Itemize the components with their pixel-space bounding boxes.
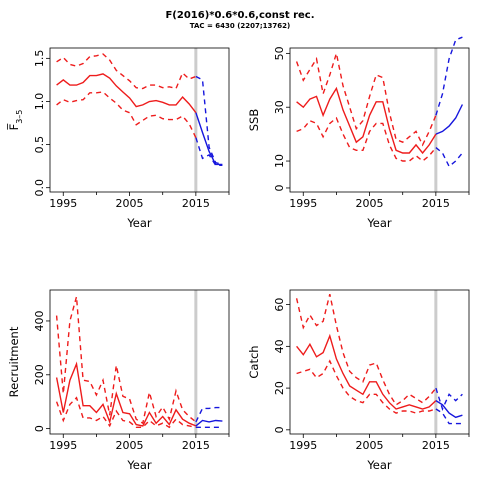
y-tick-label: 10 (273, 154, 286, 168)
y-tick-label: 30 (273, 100, 286, 114)
y-tick-label: 20 (273, 381, 286, 395)
y-tick-label: 0 (273, 184, 286, 191)
x-axis-title: Year (366, 458, 392, 472)
y-tick-label: 0.0 (33, 179, 46, 197)
recruitment-panel: 1995 2005 2015 0 200 400 Year Recruitment (7, 289, 230, 472)
x-axis-title: Year (366, 216, 392, 230)
x-axis-title: Year (126, 216, 152, 230)
forecast-upper-line (195, 75, 223, 166)
forecast-median-line (435, 400, 463, 419)
x-tick-label: 2005 (116, 439, 144, 452)
x-tick-label: 2015 (422, 439, 450, 452)
y-tick-label: 1.5 (33, 50, 46, 68)
y-tick-label: 400 (33, 310, 46, 331)
y-tick-label: 0 (273, 426, 286, 433)
x-tick-label: 1995 (49, 439, 77, 452)
historic-upper-line (56, 53, 197, 90)
y-tick-label: 1.0 (33, 93, 46, 111)
forecast-upper-line (435, 36, 463, 116)
figure-title: F(2016)*0.6*0.6,const rec. (165, 10, 315, 21)
plot-frame (289, 47, 470, 193)
y-tick-label: 0 (33, 425, 46, 432)
forecast-median-line (195, 419, 223, 427)
y-axis-title: F̅3–5 (6, 110, 24, 131)
forecast-median-line (435, 104, 464, 135)
y-tick-label: 50 (273, 46, 286, 60)
y-tick-label: 200 (33, 364, 46, 385)
plot-frame (289, 289, 470, 435)
x-tick-label: 2015 (182, 439, 210, 452)
x-tick-label: 2005 (116, 197, 144, 210)
historic-lower-line (56, 91, 197, 139)
ssb-panel: 1995 2005 2015 0 10 30 50 Year SSB (247, 36, 470, 230)
y-axis-title: SSB (247, 109, 261, 132)
x-tick-label: 2015 (422, 197, 450, 210)
forecast-upper-line (195, 406, 223, 423)
forecast-lower-line (435, 147, 463, 168)
y-tick-label: 40 (273, 339, 286, 353)
x-tick-label: 1995 (289, 439, 317, 452)
x-tick-label: 2005 (356, 197, 384, 210)
historic-median-line (56, 73, 197, 114)
plot-frame (49, 47, 230, 193)
plot-frame (49, 289, 230, 435)
x-tick-label: 1995 (49, 197, 77, 210)
catch-panel: 1995 2005 2015 0 20 40 60 Year Catch (247, 289, 470, 472)
historic-lower-line (296, 116, 437, 162)
historic-upper-line (295, 294, 437, 406)
historic-median-line (296, 86, 437, 155)
y-tick-label: 60 (273, 298, 286, 312)
f-panel: 1995 2005 2015 0.0 0.5 1.0 1.5 Year F̅3–5 (6, 47, 230, 230)
historic-median-line (296, 333, 437, 410)
y-axis-title: Catch (247, 345, 261, 378)
historic-lower-line (55, 396, 197, 429)
x-axis-title: Year (126, 458, 152, 472)
historic-median-line (55, 361, 197, 427)
forecast-upper-line (435, 387, 463, 411)
historic-lower-line (296, 359, 437, 414)
forecast-lower-line (195, 137, 223, 167)
forecast-median-line (195, 112, 223, 166)
x-tick-label: 2005 (356, 439, 384, 452)
figure-subtitle: TAC = 6430 (2207;13762) (189, 22, 291, 30)
x-tick-label: 2015 (182, 197, 210, 210)
y-tick-label: 0.5 (33, 136, 46, 154)
x-tick-label: 1995 (289, 197, 317, 210)
y-axis-title: Recruitment (7, 326, 21, 397)
historic-upper-line (55, 296, 197, 425)
forecast-lower-line (435, 408, 463, 425)
